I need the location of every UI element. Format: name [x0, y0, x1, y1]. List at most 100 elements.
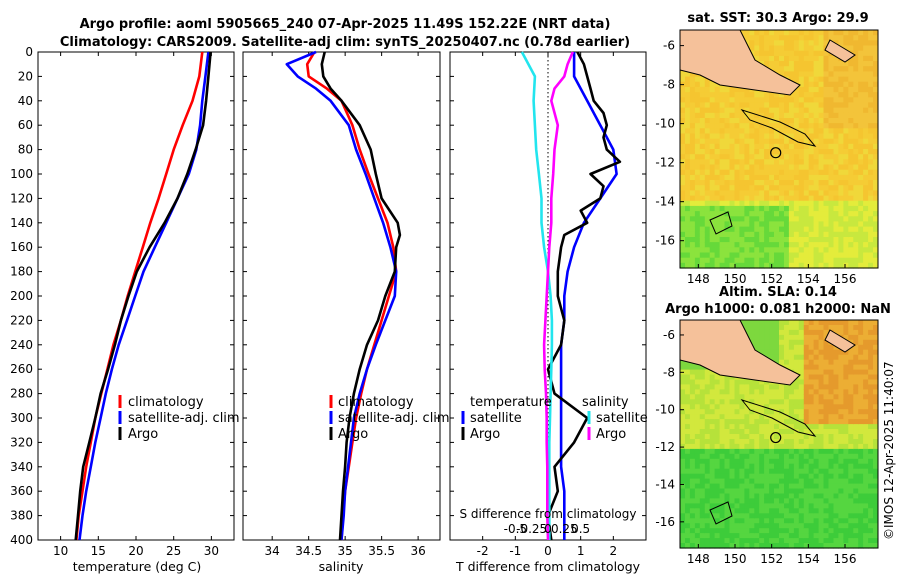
- map-cell: [724, 434, 730, 440]
- map-cell: [863, 247, 869, 254]
- map-cell: [868, 61, 874, 67]
- map-cell: [838, 409, 844, 415]
- sla-map-title-1: Altim. SLA: 0.14: [719, 285, 837, 300]
- map-cell: [680, 424, 686, 430]
- map-cell: [685, 231, 691, 238]
- map-cell: [873, 252, 879, 259]
- map-cell: [749, 389, 755, 395]
- map-cell: [848, 384, 854, 390]
- map-cell: [823, 154, 829, 160]
- map-cell: [813, 154, 820, 160]
- map-cell: [813, 221, 820, 228]
- map-cell: [828, 71, 834, 78]
- map-y-tick-label: -16: [655, 515, 675, 529]
- map-cell: [838, 190, 844, 197]
- map-cell: [848, 458, 854, 465]
- map-cell: [719, 257, 726, 264]
- map-cell: [709, 458, 716, 465]
- map-cell: [749, 468, 755, 475]
- map-cell: [739, 205, 745, 212]
- map-cell: [744, 463, 750, 470]
- map-cell: [744, 149, 750, 155]
- map-cell: [848, 76, 854, 83]
- map-cell: [709, 533, 716, 539]
- map-cell: [838, 112, 844, 119]
- map-cell: [734, 262, 740, 269]
- map-cell: [803, 379, 810, 386]
- map-cell: [719, 107, 726, 114]
- map-cell: [813, 257, 820, 264]
- map-cell: [779, 257, 785, 264]
- map-cell: [784, 414, 790, 420]
- map-cell: [714, 389, 721, 395]
- map-cell: [843, 374, 849, 381]
- map-cell: [848, 538, 854, 544]
- map-cell: [818, 50, 825, 57]
- map-cell: [754, 329, 760, 336]
- map-cell: [788, 458, 795, 465]
- map-cell: [689, 414, 696, 420]
- title-line-1: Argo profile: aoml 5905665_240 07-Apr-20…: [80, 17, 611, 32]
- map-cell: [714, 247, 721, 254]
- map-cell: [779, 149, 785, 155]
- map-cell: [863, 508, 869, 514]
- map-cell: [838, 195, 844, 202]
- map-cell: [843, 195, 849, 202]
- map-cell: [808, 200, 815, 207]
- map-cell: [699, 164, 706, 171]
- map-cell: [779, 359, 785, 366]
- map-cell: [798, 533, 805, 539]
- map-cell: [833, 30, 839, 36]
- map-cell: [734, 190, 740, 197]
- map-cell: [689, 434, 696, 440]
- map-cell: [838, 453, 844, 460]
- map-cell: [818, 35, 825, 41]
- map-cell: [823, 247, 829, 254]
- map-cell: [680, 508, 686, 514]
- map-cell: [744, 503, 750, 509]
- map-cell: [784, 518, 790, 524]
- map-cell: [863, 325, 869, 331]
- map-cell: [759, 334, 765, 341]
- map-cell: [739, 221, 745, 228]
- map-cell: [719, 143, 726, 150]
- map-cell: [863, 169, 869, 176]
- map-cell: [784, 107, 790, 114]
- map-cell: [833, 493, 839, 500]
- map-cell: [848, 518, 854, 524]
- map-cell: [798, 320, 805, 326]
- map-cell: [793, 389, 800, 395]
- map-cell: [709, 159, 716, 166]
- map-cell: [685, 453, 691, 460]
- map-cell: [685, 419, 691, 425]
- map-cell: [863, 364, 869, 371]
- map-cell: [798, 508, 805, 514]
- map-cell: [685, 252, 691, 259]
- map-cell: [818, 149, 825, 155]
- map-cell: [744, 237, 750, 243]
- map-cell: [818, 359, 825, 366]
- map-cell: [803, 262, 810, 269]
- map-cell: [764, 523, 770, 529]
- map-cell: [873, 543, 879, 549]
- map-cell: [769, 195, 775, 202]
- map-cell: [739, 174, 745, 181]
- map-cell: [774, 439, 780, 445]
- map-cell: [724, 195, 730, 202]
- map-cell: [774, 257, 780, 264]
- map-cell: [863, 458, 869, 465]
- map-cell: [719, 185, 726, 191]
- map-cell: [858, 334, 864, 341]
- map-cell: [685, 174, 691, 181]
- map-cell: [774, 45, 780, 52]
- map-cell: [863, 50, 869, 57]
- map-cell: [848, 112, 854, 119]
- map-cell: [759, 118, 765, 124]
- map-cell: [744, 468, 750, 475]
- map-cell: [808, 538, 815, 544]
- map-cell: [694, 493, 701, 500]
- map-cell: [709, 434, 716, 440]
- map-cell: [808, 419, 815, 425]
- map-cell: [689, 394, 696, 400]
- map-cell: [868, 518, 874, 524]
